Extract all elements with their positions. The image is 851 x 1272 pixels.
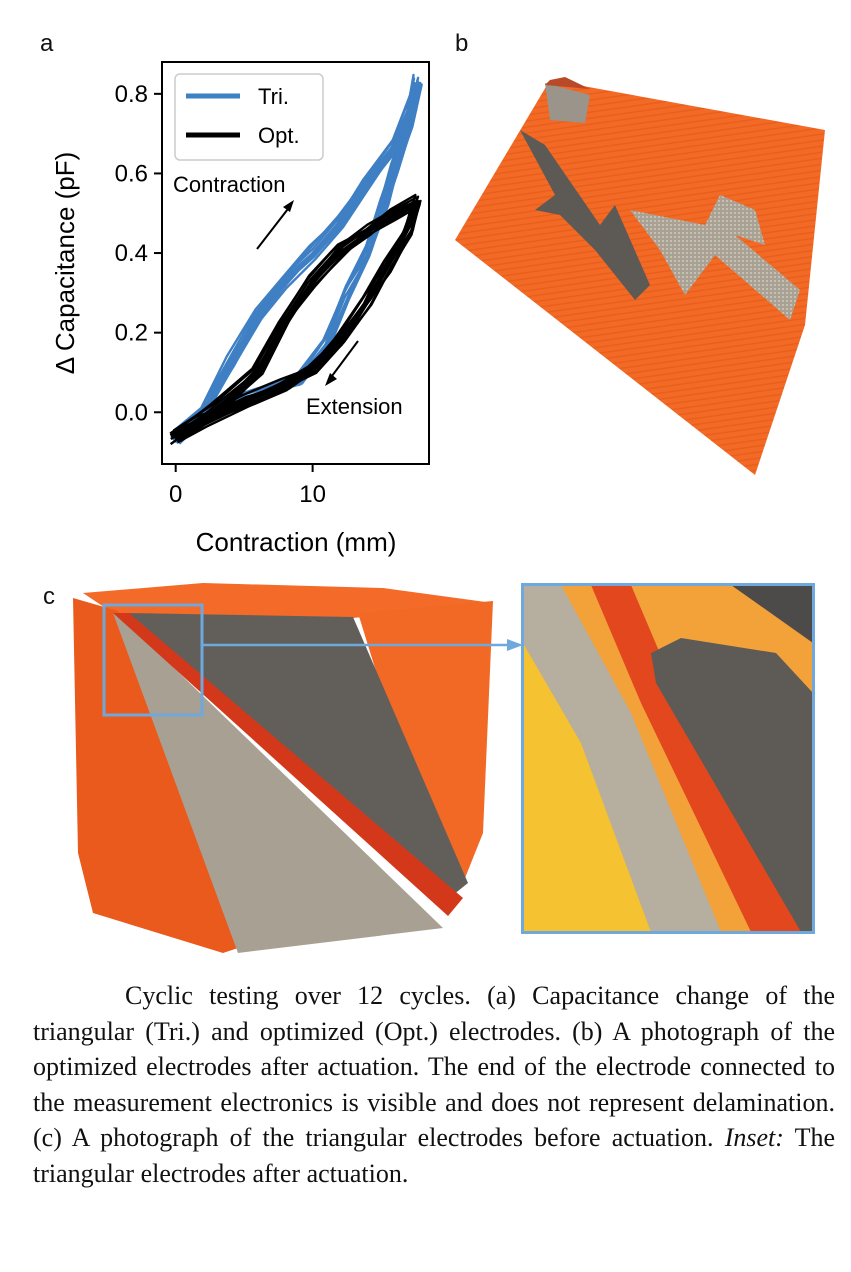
panel-label-c: c (43, 583, 55, 610)
legend-label-tri: Tri. (258, 84, 289, 109)
y-tick-label: 0.2 (115, 320, 148, 347)
photo-optimized-electrodes (455, 77, 825, 475)
inset-gray-mesh (523, 585, 721, 932)
x-axis-label: Contraction (mm) (196, 527, 397, 557)
figure-caption: Cyclic testing over 12 cycles. (a) Capac… (33, 978, 835, 1191)
inset-arrow-head (493, 639, 523, 651)
annotation-extension: Extension (306, 394, 403, 419)
inset-top-dark-corner (731, 585, 813, 643)
series-layer (169, 73, 423, 446)
axis-layer: 0.0 0.2 0.4 0.6 0.8 0 10 (115, 81, 326, 508)
inset-yellow-area (523, 643, 651, 932)
legend-box (174, 73, 324, 161)
y-tick-label: 0.8 (115, 81, 148, 108)
block-top-c (83, 583, 493, 618)
series-opt-cycle-line (177, 200, 421, 443)
panel-label-b: b (455, 30, 469, 57)
inset-border (521, 583, 815, 934)
inset-red-stripe (591, 585, 801, 932)
corner-shadow-b (545, 77, 590, 89)
arrow-extension (328, 340, 359, 381)
arrow-contraction (256, 204, 292, 250)
arrow-contraction-head (283, 200, 294, 212)
plot-frame (161, 61, 430, 465)
x-tick-label: 10 (299, 481, 326, 508)
light-triangle-c (113, 613, 443, 953)
annotation-contraction: Contraction (173, 172, 286, 197)
caption-text-end: The triangular electrodes after actuatio… (33, 1123, 836, 1188)
x-tick-label: 0 (169, 481, 182, 508)
light-electrode-b (630, 195, 800, 320)
inset-dark-electrode (651, 638, 813, 932)
y-tick-label: 0.4 (115, 240, 148, 267)
series-opt-cycle-line (169, 204, 413, 446)
legend-label-opt: Opt. (258, 123, 300, 148)
block-left-face-c (73, 598, 238, 953)
photo-triangular-electrodes (73, 583, 493, 953)
caption-inset-label: Inset: (724, 1123, 784, 1152)
inset-photo-after-actuation (521, 583, 815, 934)
caption-text: Cyclic testing over 12 cycles. (a) Capac… (33, 981, 835, 1152)
panel-label-a: a (40, 30, 54, 57)
arrow-extension-head (325, 373, 337, 386)
top-tab-b (545, 83, 590, 123)
capacitance-chart: 0.0 0.2 0.4 0.6 0.8 0 10 Tri. Opt. Contraction… (50, 61, 430, 557)
inset-highlight-box (102, 603, 204, 717)
y-tick-label: 0.6 (115, 160, 148, 187)
y-axis-label: Δ Capacitance (pF) (50, 152, 80, 375)
dark-electrode-b (520, 130, 650, 300)
y-tick-label: 0.0 (115, 399, 148, 426)
block-right-face-c (358, 601, 493, 888)
